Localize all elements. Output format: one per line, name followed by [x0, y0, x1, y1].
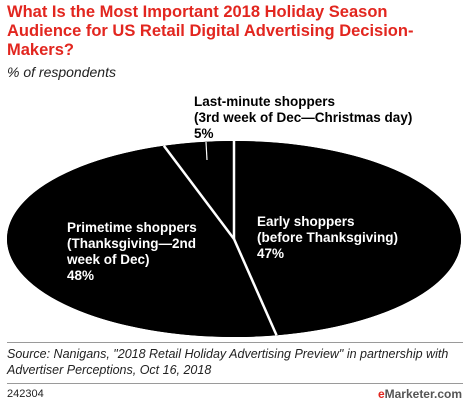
label-last-minute-shoppers: Last-minute shoppers (3rd week of Dec—Chr…	[194, 94, 412, 141]
chart-id: 242304	[7, 388, 44, 400]
chart-title: What Is the Most Important 2018 Holiday …	[7, 3, 414, 59]
leader-line	[205, 141, 208, 161]
source-divider	[7, 342, 463, 343]
label-early-shoppers: Early shoppers (before Thanksgiving) 47%	[257, 214, 398, 261]
pie-slice-early-shoppers	[234, 141, 461, 336]
pie-chart: Early shoppers (before Thanksgiving) 47% Pr…	[6, 94, 461, 337]
slice-separator	[232, 238, 278, 336]
pie-slice-primetime-shoppers	[6, 145, 277, 337]
label-primetime-shoppers: Primetime shoppers (Thanksgiving—2nd week …	[66, 220, 197, 283]
source-note: Source: Nanigans, "2018 Retail Holiday A…	[7, 347, 449, 377]
slice-separator	[162, 145, 235, 240]
emarketer-logo: eMarketer.com	[377, 387, 462, 401]
chart-subtitle: % of respondents	[7, 64, 116, 80]
footer-divider	[7, 383, 463, 384]
